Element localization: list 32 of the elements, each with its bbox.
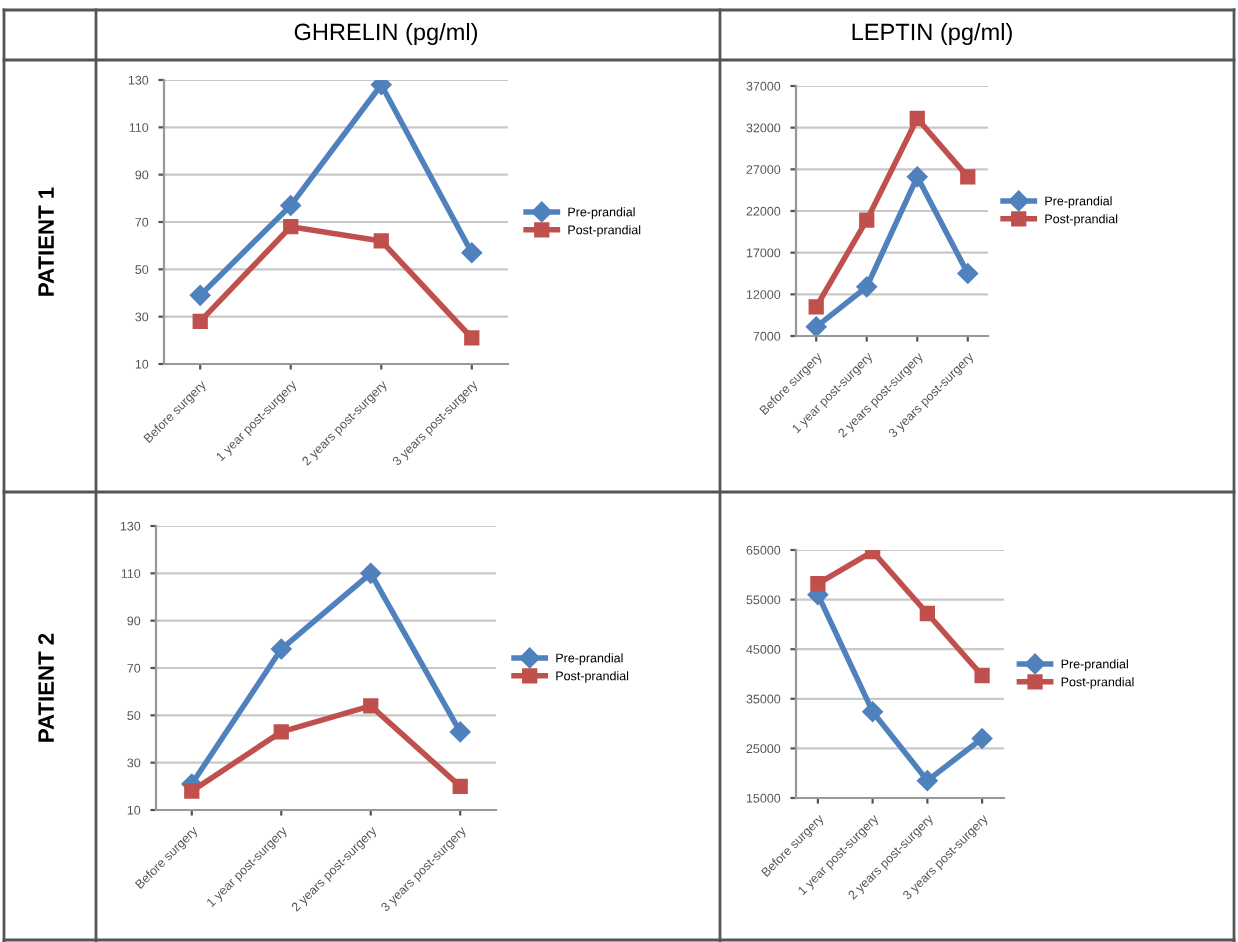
point bbox=[283, 219, 299, 235]
point bbox=[461, 242, 483, 263]
point bbox=[862, 701, 883, 722]
point bbox=[360, 563, 381, 584]
point bbox=[957, 263, 979, 284]
point bbox=[907, 166, 928, 188]
point bbox=[810, 576, 826, 592]
chart-title: GHRELIN (pg/ml) bbox=[294, 23, 478, 45]
point bbox=[919, 605, 936, 622]
chart-title: LEPTIN (pg/ml) bbox=[852, 23, 1012, 45]
point bbox=[974, 667, 990, 684]
point bbox=[363, 698, 379, 714]
point bbox=[452, 778, 468, 794]
y-axis-title: PATIENT 2 bbox=[38, 633, 54, 742]
point bbox=[971, 728, 993, 749]
point bbox=[373, 233, 389, 249]
point bbox=[189, 285, 211, 306]
point bbox=[271, 638, 292, 660]
point bbox=[449, 721, 471, 743]
point bbox=[805, 316, 827, 336]
point bbox=[192, 313, 208, 330]
point bbox=[960, 169, 976, 185]
point bbox=[917, 770, 938, 791]
point bbox=[808, 299, 824, 315]
point bbox=[909, 110, 925, 127]
point bbox=[464, 330, 480, 346]
point bbox=[184, 783, 200, 799]
point bbox=[280, 195, 301, 216]
y-axis-title: PATIENT 1 bbox=[38, 187, 54, 296]
point bbox=[273, 724, 289, 740]
point bbox=[859, 212, 875, 228]
point bbox=[856, 276, 877, 298]
